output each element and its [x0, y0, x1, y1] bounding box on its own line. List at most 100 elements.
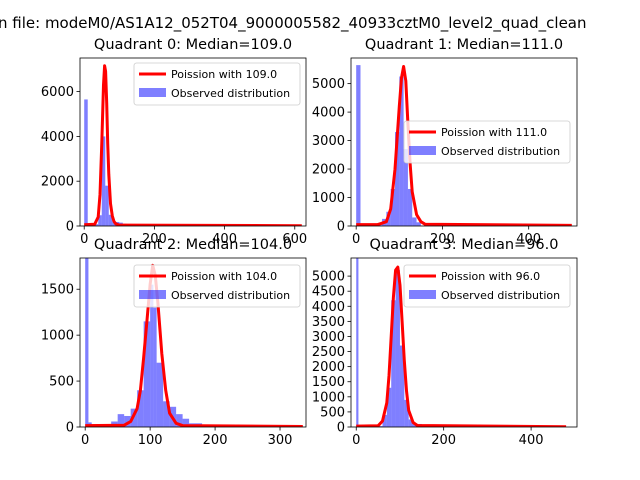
- histogram-bar: [382, 414, 387, 427]
- histogram-bar: [390, 188, 395, 226]
- y-tick-label: 2500: [312, 345, 345, 360]
- legend-frame: [133, 62, 301, 106]
- y-tick-label: 6000: [41, 85, 74, 100]
- histogram-bar: [108, 214, 113, 226]
- subplot-title: Quadrant 1: Median=111.0: [365, 37, 563, 53]
- subplot-title: Quadrant 3: Median=96.0: [370, 237, 559, 253]
- y-tick-label: 1500: [312, 375, 345, 390]
- legend-bar-swatch: [139, 290, 166, 299]
- y-tick-label: 1000: [41, 329, 74, 344]
- subplot-quadrant-3: Quadrant 3: Median=96.00 200 4000500100015…: [312, 237, 578, 448]
- y-tick-label: 4000: [41, 130, 74, 145]
- subplot-quadrant-2: Quadrant 2: Median=104.0 0 100 200 300 0 500 10…: [41, 237, 307, 448]
- legend: Poission with 96.0 Observed distribution: [403, 264, 571, 308]
- x-tick-label: 300: [268, 433, 293, 448]
- poisson-fit-line: [356, 65, 572, 226]
- histogram-bar: [386, 387, 392, 427]
- x-tick-label: 0: [81, 433, 89, 448]
- y-tick-label: 3500: [312, 315, 345, 330]
- axes-frame: [350, 257, 578, 428]
- y-tick-label: 2000: [312, 360, 345, 375]
- histogram-bar: [176, 414, 183, 427]
- y-tick-label: 0: [337, 421, 345, 436]
- histogram-bar: [412, 217, 417, 226]
- histogram-bar: [182, 418, 190, 427]
- legend-label-fit: Poission with 109.0: [171, 68, 277, 81]
- x-tick-label: 0: [80, 232, 88, 247]
- histogram-bar: [94, 224, 99, 226]
- histogram-bar: [124, 415, 131, 427]
- subplot-quadrant-0: Quadrant 0: Median=109.0 0 200 400 6000 2000 4…: [41, 37, 307, 247]
- legend-label-observed: Observed distribution: [441, 145, 560, 158]
- histogram-bar: [105, 185, 109, 226]
- legend-bar-swatch: [409, 290, 436, 299]
- subplot-quadrant-1: Quadrant 1: Median=111.0 0 200 4000 1000 2000…: [312, 37, 578, 247]
- histogram-bar: [356, 258, 359, 427]
- y-tick-label: 1500: [41, 283, 74, 298]
- legend-label-observed: Observed distribution: [171, 289, 290, 302]
- legend-frame: [133, 264, 301, 308]
- y-tick-label: 3000: [312, 134, 345, 149]
- x-tick-label: 200: [430, 232, 455, 247]
- legend: Poission with 109.0 Observed distribution: [133, 62, 301, 106]
- legend-label-fit: Poission with 111.0: [441, 126, 547, 139]
- histogram-bar: [117, 414, 125, 427]
- legend-bar-swatch: [139, 88, 166, 97]
- x-tick-label: 0: [352, 232, 360, 247]
- y-tick-label: 500: [49, 375, 74, 390]
- x-tick-label: 200: [431, 433, 456, 448]
- legend-label-fit: Poission with 96.0: [441, 270, 540, 283]
- y-tick-label: 4500: [312, 285, 345, 300]
- x-tick-label: 400: [519, 433, 544, 448]
- axes-frame: [79, 57, 307, 227]
- poisson-fit-line: [84, 64, 302, 226]
- y-tick-label: 0: [66, 220, 74, 235]
- axes-frame: [79, 257, 307, 428]
- axes-frame: [350, 57, 578, 227]
- y-tick-label: 0: [66, 421, 74, 436]
- y-tick-label: 5000: [312, 270, 345, 285]
- x-tick-label: 0: [352, 433, 360, 448]
- legend-label-fit: Poission with 104.0: [171, 270, 277, 283]
- histogram-bar: [98, 215, 102, 226]
- figure-suptitle: n file: modeM0/AS1A12_052T04_9000005582_…: [0, 14, 587, 33]
- y-tick-label: 1000: [312, 191, 345, 206]
- histogram-bar: [407, 188, 413, 226]
- x-tick-label: 400: [516, 232, 541, 247]
- legend: Poission with 104.0 Observed distribution: [133, 264, 301, 308]
- legend-bar-swatch: [409, 146, 436, 155]
- x-tick-label: 200: [203, 433, 228, 448]
- histogram-bar: [163, 401, 170, 427]
- histogram-bar: [394, 132, 400, 226]
- histogram-bar: [356, 65, 361, 226]
- histogram-bar: [399, 345, 405, 427]
- histogram-bar: [85, 258, 89, 427]
- y-tick-label: 3000: [312, 330, 345, 345]
- histogram-bar: [404, 399, 409, 427]
- histogram-bar: [395, 270, 400, 427]
- y-tick-label: 2000: [312, 163, 345, 178]
- y-tick-label: 4000: [312, 106, 345, 121]
- y-tick-label: 2000: [41, 175, 74, 190]
- y-tick-label: 1000: [312, 390, 345, 405]
- histogram-bar: [391, 300, 396, 427]
- histogram-bar: [101, 136, 106, 226]
- histogram-bar: [153, 307, 157, 427]
- subplot-title: Quadrant 0: Median=109.0: [94, 37, 292, 53]
- legend: Poission with 111.0 Observed distribution: [403, 120, 571, 164]
- histogram-bar: [84, 99, 88, 226]
- histogram-bar: [403, 149, 408, 226]
- histogram-bar: [137, 390, 144, 427]
- histogram-bar: [408, 419, 414, 427]
- x-tick-label: 200: [142, 232, 167, 247]
- y-tick-label: 4000: [312, 300, 345, 315]
- legend-frame: [403, 264, 571, 308]
- subplot-title: Quadrant 2: Median=104.0: [94, 237, 292, 253]
- legend-frame: [403, 120, 571, 164]
- legend-label-observed: Observed distribution: [171, 87, 290, 100]
- histogram-bar: [150, 284, 154, 427]
- x-tick-label: 400: [212, 232, 237, 247]
- histogram-bar: [416, 222, 421, 226]
- histogram-bar: [143, 321, 151, 427]
